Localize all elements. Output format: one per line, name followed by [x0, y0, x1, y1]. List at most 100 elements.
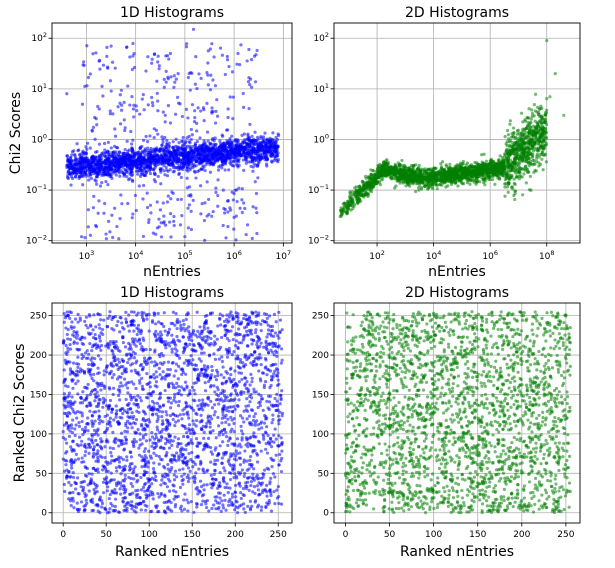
scatter-point	[176, 149, 179, 152]
scatter-point	[146, 192, 149, 195]
scatter-point	[542, 168, 545, 171]
scatter-point	[214, 191, 217, 194]
scatter-point	[202, 155, 205, 158]
scatter-point	[138, 113, 141, 116]
scatter-point	[520, 176, 523, 179]
scatter-point	[141, 171, 144, 174]
scatter-point	[90, 156, 93, 159]
scatter-point	[69, 183, 72, 186]
scatter-point	[111, 236, 114, 239]
scatter-point	[113, 127, 116, 130]
scatter-point	[169, 121, 172, 124]
tick-label: 100	[31, 132, 47, 145]
scatter-point	[120, 109, 123, 112]
scatter-point	[107, 141, 110, 144]
scatter-point	[92, 126, 95, 129]
scatter-point	[540, 158, 543, 161]
scatter-point	[81, 183, 84, 186]
scatter-point	[256, 136, 259, 139]
scatter-point	[174, 113, 177, 116]
scatter-point	[147, 218, 150, 221]
scatter-point	[251, 237, 254, 240]
scatter-point	[87, 208, 90, 211]
scatter-point	[136, 173, 139, 176]
scatter-point	[77, 177, 80, 180]
scatter-point	[119, 93, 122, 96]
scatter-point	[195, 87, 198, 90]
scatter-point	[115, 173, 118, 176]
scatter-point	[103, 173, 106, 176]
scatter-point	[103, 165, 106, 168]
scatter-point	[158, 148, 161, 151]
scatter-point	[120, 158, 123, 161]
scatter-point	[123, 101, 126, 104]
scatter-point	[127, 178, 130, 181]
scatter-point	[450, 183, 453, 186]
scatter-point	[169, 235, 172, 238]
scatter-point	[189, 89, 192, 92]
scatter-point	[240, 198, 243, 201]
scatter-point	[254, 180, 257, 183]
scatter-point	[214, 121, 217, 124]
scatter-point	[81, 63, 84, 66]
scatter-point	[141, 98, 144, 101]
scatter-point	[238, 63, 241, 66]
scatter-point	[236, 52, 239, 55]
scatter-point	[89, 234, 92, 237]
scatter-point	[507, 191, 510, 194]
scatter-point	[183, 155, 186, 158]
scatter-point	[142, 235, 145, 238]
scatter-point	[121, 171, 124, 174]
scatter-point	[87, 178, 90, 181]
scatter-point	[277, 134, 280, 137]
scatter-point	[223, 211, 226, 214]
scatter-point	[108, 230, 111, 233]
scatter-point	[97, 212, 100, 215]
scatter-point	[109, 79, 112, 82]
scatter-point	[160, 135, 163, 138]
scatter-point	[243, 132, 246, 135]
scatter-point	[159, 182, 162, 185]
scatter-point	[192, 151, 195, 154]
scatter-point	[262, 137, 265, 140]
scatter-point	[259, 143, 262, 146]
scatter-point	[254, 152, 257, 155]
scatter-point	[178, 157, 181, 160]
scatter-point	[110, 214, 113, 217]
scatter-point	[156, 133, 159, 136]
scatter-point	[118, 102, 121, 105]
scatter-point	[509, 169, 512, 172]
scatter-point	[220, 166, 223, 169]
scatter-point	[138, 184, 141, 187]
scatter-point	[275, 151, 278, 154]
scatter-point	[185, 42, 188, 45]
scatter-point	[153, 173, 156, 176]
scatter-point	[252, 140, 255, 143]
scatter-point	[100, 164, 103, 167]
scatter-point	[243, 207, 246, 210]
scatter-point	[531, 115, 534, 118]
scatter-point	[118, 155, 121, 158]
scatter-point	[187, 194, 190, 197]
scatter-point	[187, 153, 190, 156]
scatter-point	[532, 146, 535, 149]
scatter-point	[211, 78, 214, 81]
scatter-point	[126, 159, 129, 162]
scatter-point	[165, 70, 168, 73]
scatter-point	[203, 219, 206, 222]
scatter-point	[98, 143, 101, 146]
scatter-point	[85, 44, 88, 47]
scatter-point	[192, 199, 195, 202]
scatter-point	[235, 214, 238, 217]
scatter-point	[168, 145, 171, 148]
scatter-point	[537, 142, 540, 145]
scatter-point	[245, 159, 248, 162]
scatter-point	[84, 145, 87, 148]
scatter-point	[173, 81, 176, 84]
scatter-point	[116, 105, 119, 108]
scatter-point	[216, 205, 219, 208]
scatter-point	[153, 53, 156, 56]
scatter-point	[224, 236, 227, 239]
scatter-point	[83, 161, 86, 164]
